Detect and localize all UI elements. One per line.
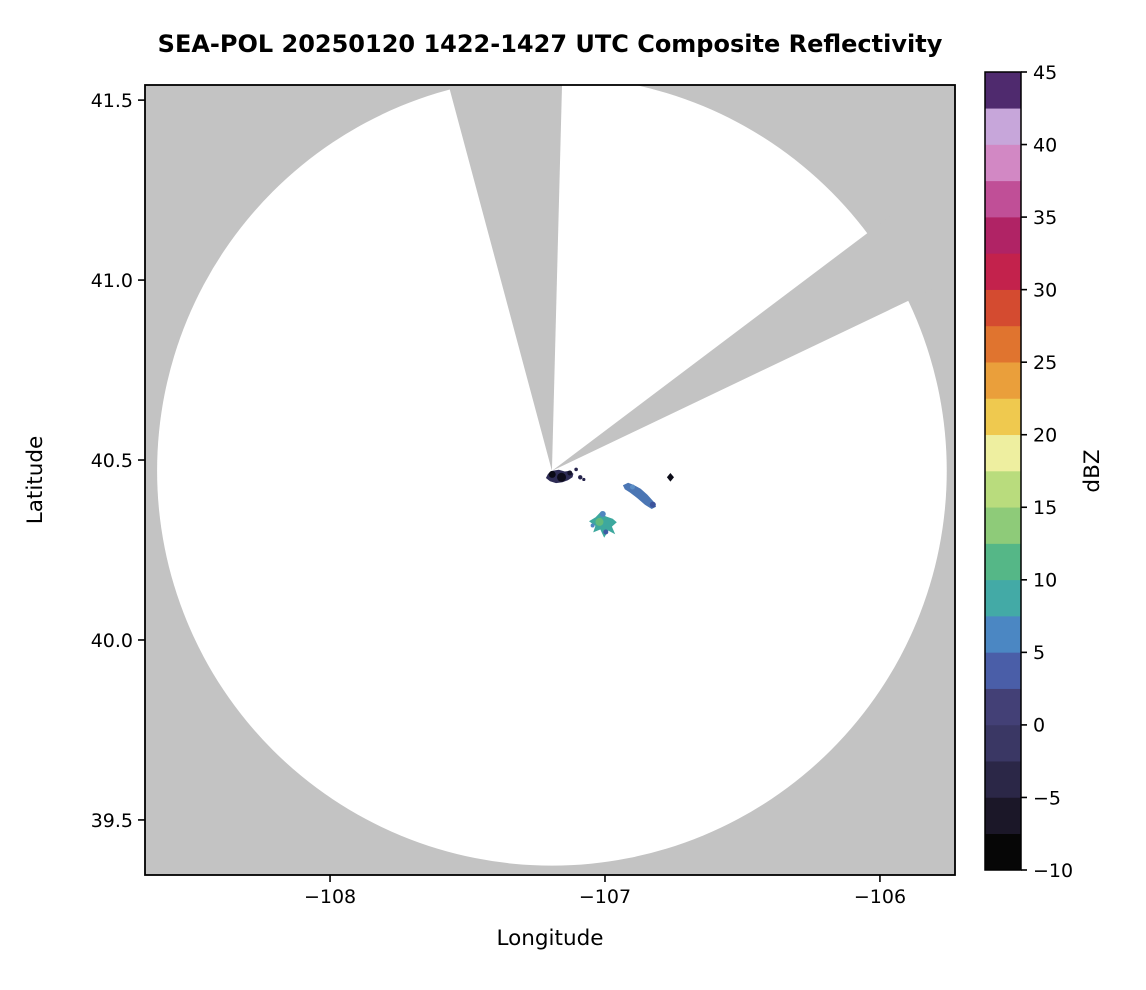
axes-spine [144, 84, 956, 876]
colorbar-bin [985, 470, 1021, 508]
y-tick-label: 41.0 [91, 270, 133, 292]
isolated-dark-point-echo [666, 473, 674, 482]
colorbar-tick-label: 30 [1033, 279, 1057, 301]
chart-title: SEA-POL 20250120 1422-1427 UTC Composite… [157, 30, 943, 58]
colorbar-tick-label: 45 [1033, 62, 1057, 84]
colorbar-bin [985, 506, 1021, 544]
teal-echo-cluster-accent-3 [603, 529, 609, 535]
colorbar-bin [985, 615, 1021, 653]
colorbar-bin [985, 688, 1021, 726]
colorbar-tick-label: 40 [1033, 134, 1057, 156]
x-axis-label: Longitude [496, 926, 604, 951]
colorbar-tick-label: 5 [1033, 642, 1045, 664]
colorbar-tick-label: −5 [1033, 787, 1061, 809]
y-tick-label: 40.0 [91, 630, 133, 652]
clutter-echo-at-radar-accent-4 [578, 475, 583, 480]
plot-area [145, 85, 955, 875]
colorbar-bin [985, 144, 1021, 182]
colorbar-label: dBZ [1080, 449, 1105, 493]
x-tick-label: −106 [854, 886, 906, 908]
colorbar-tick-label: 0 [1033, 715, 1045, 737]
teal-echo-cluster-accent-4 [590, 523, 595, 528]
colorbar-tick-label: 20 [1033, 425, 1057, 447]
clutter-echo-at-radar-accent-1 [548, 470, 556, 478]
colorbar-bin [985, 434, 1021, 472]
colorbar-bin [985, 833, 1021, 871]
colorbar-bin [985, 107, 1021, 145]
clutter-echo-at-radar-accent-6 [574, 467, 578, 472]
colorbar-bin [985, 180, 1021, 218]
teal-echo-cluster [589, 511, 617, 538]
teal-echo-cluster-accent-2 [599, 511, 606, 518]
x-tick-label: −108 [304, 886, 356, 908]
clutter-echo-at-radar-accent-3 [567, 470, 573, 476]
colorbar-bin [985, 325, 1021, 363]
colorbar-tick-label: 10 [1033, 570, 1057, 592]
blocked-sector-wedge-1 [448, 85, 563, 471]
blue-echo-streak-accent-1 [649, 501, 656, 508]
colorbar-outline [984, 71, 1022, 871]
teal-echo-cluster-accent-1 [595, 517, 604, 526]
colorbar-tick-label: 35 [1033, 207, 1057, 229]
colorbar-bin [985, 543, 1021, 581]
blue-echo-streak [622, 482, 657, 509]
colorbar-bin [985, 652, 1021, 689]
colorbar-tick-label: −10 [1033, 860, 1073, 882]
colorbar-bin [985, 216, 1021, 254]
colorbar-tick-label: 15 [1033, 497, 1057, 519]
colorbar-bin [985, 71, 1021, 109]
colorbar-tick-label: 25 [1033, 352, 1057, 374]
x-tick-label: −107 [579, 886, 631, 908]
blue-echo-streak-accent-2 [629, 484, 635, 490]
y-tick-label: 40.5 [91, 450, 133, 472]
colorbar-bin [985, 760, 1021, 798]
clutter-echo-at-radar-accent-2 [557, 472, 567, 482]
clutter-echo-at-radar-accent-5 [582, 477, 586, 482]
y-axis-label: Latitude [23, 435, 48, 525]
colorbar-bin [985, 398, 1021, 436]
colorbar-bin [985, 361, 1021, 399]
y-tick-label: 41.5 [91, 90, 133, 112]
colorbar: −10 −5 0 5 10 15 20 25 30 35 40 45 [984, 62, 1073, 882]
colorbar-bin [985, 797, 1021, 835]
colorbar-bin [985, 289, 1021, 327]
colorbar-bin [985, 724, 1021, 762]
colorbar-bin [985, 253, 1021, 290]
colorbar-bin [985, 579, 1021, 617]
y-tick-label: 39.5 [91, 810, 133, 832]
